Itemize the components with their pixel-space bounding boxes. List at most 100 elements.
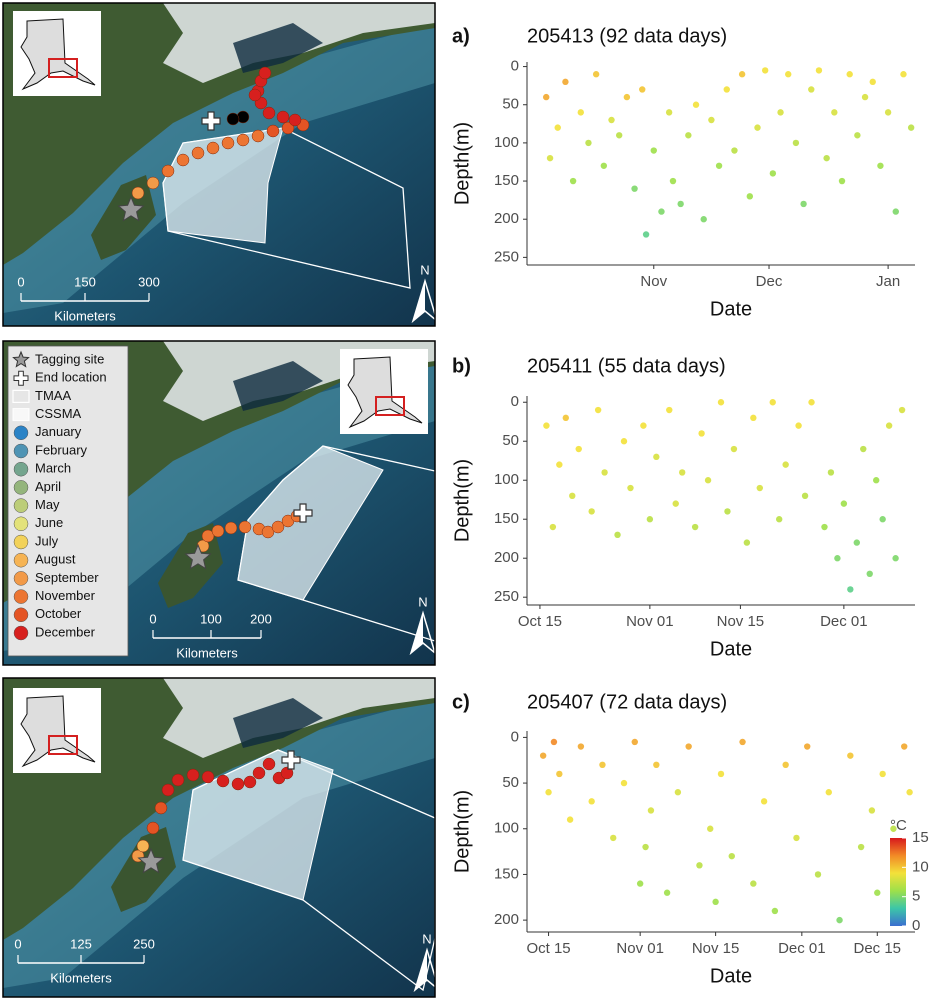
track-point	[266, 124, 280, 138]
y-tick-label: 50	[502, 432, 519, 449]
data-point	[861, 93, 869, 101]
y-tick-label: 200	[494, 210, 519, 227]
data-point	[546, 154, 554, 162]
data-point	[853, 539, 860, 546]
track-point	[216, 774, 230, 788]
x-tick-label: Nov	[640, 273, 667, 290]
data-point	[592, 71, 600, 78]
data-point	[685, 743, 692, 750]
track-point	[161, 164, 175, 178]
x-axis-label: Date	[710, 298, 752, 320]
track-point	[136, 839, 150, 853]
legend-swatch	[13, 607, 29, 623]
legend-label: December	[35, 624, 96, 639]
data-point	[731, 147, 738, 154]
y-tick-label: 150	[494, 865, 519, 882]
data-point	[840, 500, 848, 507]
data-point	[691, 523, 699, 531]
north-arrow-fill	[415, 950, 427, 990]
data-point	[808, 399, 815, 406]
data-point	[685, 132, 692, 139]
data-point	[776, 516, 783, 523]
y-tick-label: 200	[494, 549, 519, 566]
data-point	[666, 406, 673, 414]
data-point	[890, 825, 897, 832]
data-point	[556, 461, 563, 468]
legend-label: Tagging site	[35, 351, 104, 366]
y-tick-label: 150	[494, 172, 519, 189]
data-point	[750, 880, 757, 887]
data-point	[575, 445, 582, 453]
data-point	[750, 414, 757, 422]
data-point	[901, 743, 908, 750]
glacier-bay	[233, 23, 323, 73]
data-point	[599, 761, 606, 769]
data-point	[838, 177, 846, 185]
data-point	[608, 116, 615, 124]
y-tick-label: 100	[494, 134, 519, 151]
y-tick-label: 100	[494, 471, 519, 488]
legend-tmaa	[12, 389, 30, 404]
map-body	[3, 3, 435, 326]
track-point	[226, 112, 240, 126]
scale-unit: Kilometers	[54, 308, 116, 323]
track-point	[258, 66, 272, 80]
chart-title: 205407 (72 data days)	[527, 691, 727, 713]
data-point	[782, 761, 789, 769]
data-point	[679, 469, 686, 476]
track-point	[154, 801, 168, 815]
scale-label: 0	[14, 936, 21, 951]
legend-swatch	[13, 480, 29, 495]
data-point	[827, 469, 835, 476]
track-point	[201, 529, 215, 543]
data-point	[677, 200, 684, 208]
data-point	[869, 78, 876, 86]
track-point	[221, 136, 235, 150]
legend-swatch	[13, 425, 29, 441]
scale-label: 150	[74, 274, 96, 289]
track-point	[161, 783, 175, 797]
scale-label: 125	[70, 936, 92, 951]
inset-box	[375, 396, 405, 416]
colorbar-label: °C	[890, 817, 907, 834]
legend-label: September	[35, 570, 99, 585]
colorbar-tick-label: 5	[912, 888, 920, 905]
track-point	[191, 146, 205, 160]
legend-label: October	[35, 606, 82, 621]
data-point	[907, 124, 915, 131]
data-point	[704, 477, 712, 484]
data-point	[692, 101, 700, 108]
track-point	[243, 775, 257, 789]
legend-plus	[13, 370, 29, 386]
data-point	[738, 71, 746, 78]
north-arrow-fill	[411, 613, 423, 653]
y-tick-label: 0	[511, 393, 519, 410]
track-point	[238, 520, 252, 534]
data-point	[707, 825, 714, 832]
track-point	[131, 186, 145, 200]
legend-label: January	[35, 424, 82, 439]
panel-label: a)	[452, 25, 470, 47]
data-point	[879, 770, 886, 778]
legend-label: End location	[35, 370, 107, 385]
data-point	[801, 492, 809, 500]
tag-star	[184, 543, 212, 570]
data-point	[554, 124, 561, 131]
scale-label: 250	[133, 936, 155, 951]
data-point	[588, 508, 595, 515]
data-point	[653, 761, 660, 769]
north-label: N	[418, 594, 427, 609]
data-point	[831, 109, 838, 116]
land	[3, 678, 435, 940]
data-point	[892, 555, 899, 562]
y-axis-label: Depth(m)	[451, 122, 473, 205]
x-tick-label: Jan	[876, 273, 900, 290]
north-label: N	[422, 931, 431, 946]
data-point	[808, 86, 815, 93]
data-point	[717, 770, 725, 778]
colorbar-tick-label: 0	[912, 917, 920, 934]
legend-label: November	[35, 588, 96, 603]
data-point	[746, 193, 754, 200]
track-point	[262, 757, 276, 771]
